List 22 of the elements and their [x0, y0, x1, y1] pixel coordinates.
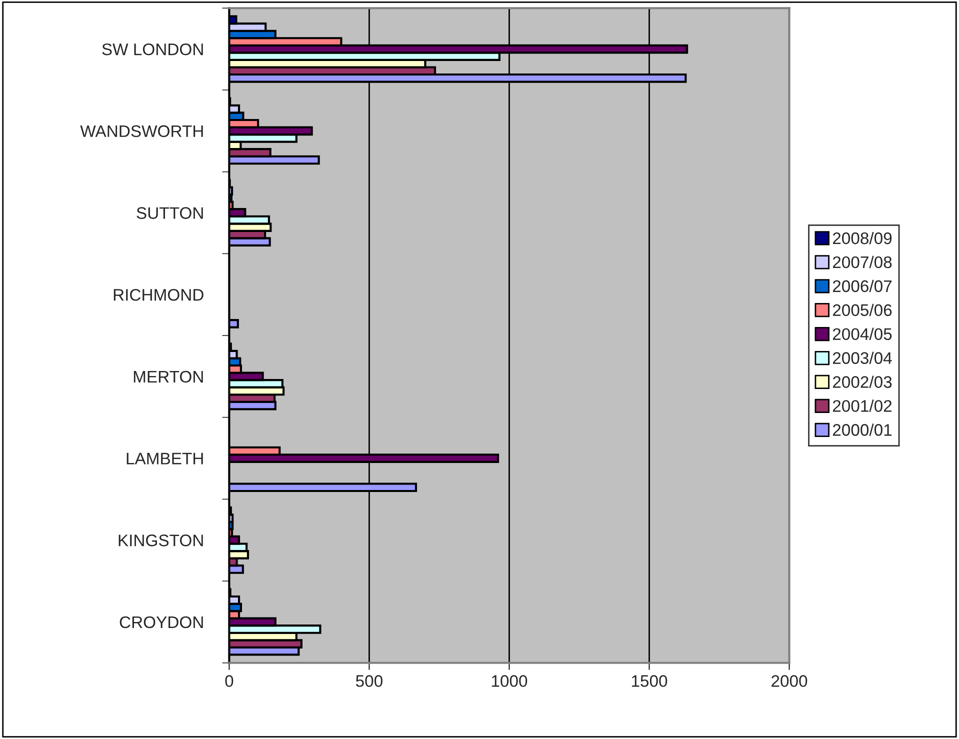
x-tick-label: 500 — [356, 675, 382, 687]
x-tick-label: 2000 — [772, 675, 808, 687]
legend-label: 2008/09 — [832, 232, 892, 244]
x-tick-label: 1000 — [492, 675, 528, 687]
legend-label: 2003/04 — [832, 352, 892, 364]
y-tick-label: KINGSTON — [118, 534, 203, 546]
x-tick-label: 0 — [225, 675, 234, 687]
y-tick-label: CROYDON — [120, 616, 203, 628]
y-tick-label: LAMBETH — [126, 452, 203, 464]
legend-label: 2001/02 — [832, 400, 892, 412]
legend-label: 2005/06 — [832, 304, 892, 316]
legend-label: 2000/01 — [832, 424, 892, 436]
y-tick-label: SW LONDON — [102, 43, 203, 56]
legend-label: 2007/08 — [832, 256, 892, 268]
legend-label: 2004/05 — [832, 328, 892, 340]
y-tick-label: WANDSWORTH — [80, 125, 203, 138]
y-tick-label: RICHMOND — [114, 288, 204, 301]
y-tick-label: SUTTON — [136, 207, 203, 219]
legend-label: 2006/07 — [832, 280, 892, 292]
y-tick-label: MERTON — [134, 370, 203, 383]
x-tick-label: 1500 — [632, 675, 668, 687]
legend-label: 2002/03 — [832, 376, 892, 388]
